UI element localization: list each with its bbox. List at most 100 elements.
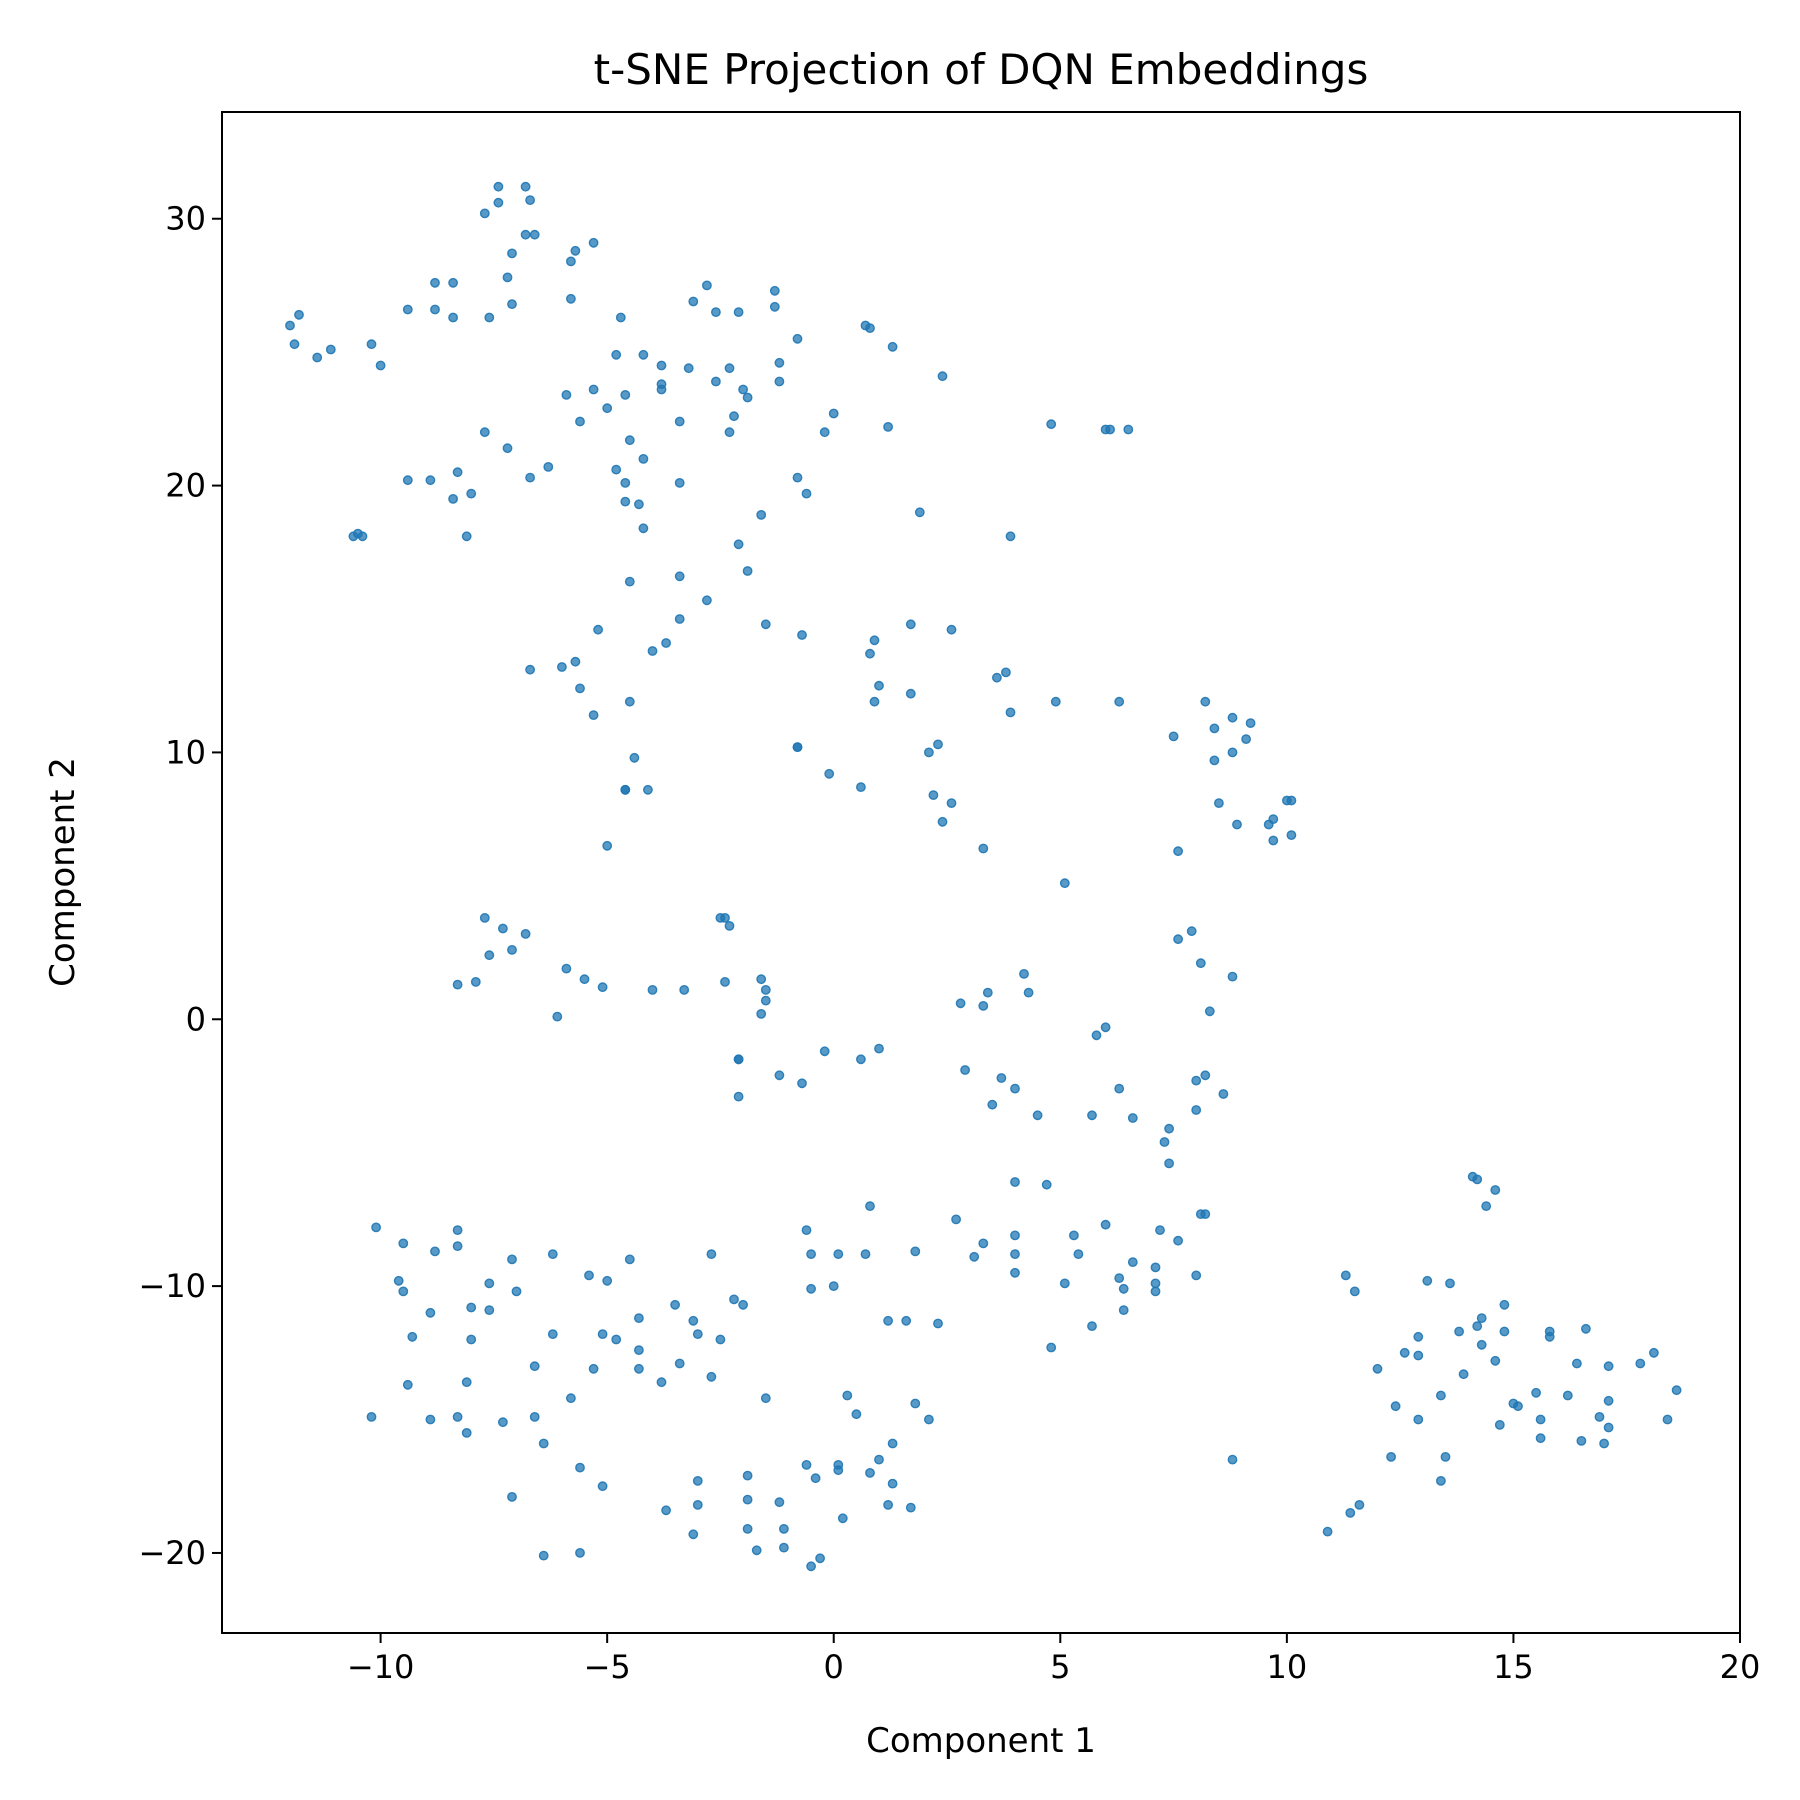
- data-point: [674, 1358, 685, 1369]
- data-point: [1603, 1395, 1614, 1406]
- data-point: [860, 1249, 871, 1260]
- data-point: [656, 384, 667, 395]
- data-point: [566, 293, 576, 304]
- data-point: [883, 1500, 893, 1510]
- data-point: [529, 1412, 540, 1422]
- data-point: [543, 461, 554, 472]
- data-point: [702, 280, 712, 291]
- data-point: [1032, 1110, 1043, 1121]
- data-point: [1562, 1390, 1573, 1401]
- data-point: [1195, 958, 1206, 969]
- data-point: [479, 913, 490, 923]
- data-point: [624, 435, 635, 446]
- data-point: [996, 1073, 1007, 1083]
- y-axis-label: Component 2: [43, 757, 83, 987]
- data-point: [720, 913, 730, 923]
- data-point: [1472, 1321, 1483, 1332]
- data-point: [1572, 1358, 1582, 1369]
- data-point: [484, 1305, 495, 1316]
- data-point: [1454, 1326, 1465, 1337]
- data-point: [624, 1254, 635, 1265]
- x-tick-label: 5: [1050, 1648, 1070, 1686]
- data-point: [711, 376, 721, 387]
- data-point: [674, 477, 685, 488]
- data-point: [597, 1329, 608, 1340]
- data-point: [1114, 1083, 1125, 1094]
- data-point: [375, 360, 386, 371]
- data-point: [756, 510, 767, 520]
- data-point: [887, 1438, 898, 1449]
- data-point: [425, 1307, 436, 1318]
- data-point: [1286, 795, 1297, 806]
- data-point: [978, 1001, 989, 1011]
- data-point: [1322, 1526, 1333, 1537]
- data-point: [756, 974, 767, 985]
- data-point: [1159, 1137, 1170, 1147]
- data-point: [538, 1438, 549, 1449]
- data-point: [828, 408, 839, 419]
- data-point: [733, 1091, 744, 1102]
- data-point: [883, 1315, 893, 1326]
- data-point: [905, 619, 916, 630]
- data-point: [1227, 1454, 1238, 1465]
- data-point: [833, 1465, 844, 1476]
- data-point: [951, 1214, 961, 1225]
- data-point: [869, 696, 880, 707]
- data-point: [1635, 1358, 1646, 1369]
- data-point: [1191, 1270, 1202, 1281]
- data-point: [647, 985, 658, 995]
- data-point: [1499, 1326, 1510, 1337]
- data-point: [1232, 819, 1242, 830]
- data-point: [575, 683, 585, 694]
- x-tick-label: 0: [824, 1648, 844, 1686]
- data-point: [733, 539, 744, 550]
- data-point: [992, 672, 1002, 683]
- data-point: [448, 493, 458, 504]
- data-point: [742, 566, 753, 576]
- data-point: [602, 840, 613, 851]
- data-point: [597, 1481, 608, 1492]
- data-point: [887, 341, 898, 352]
- data-point: [1499, 1299, 1510, 1310]
- data-point: [1671, 1385, 1682, 1396]
- data-point: [1173, 1235, 1184, 1246]
- data-point: [928, 790, 939, 800]
- data-point: [520, 181, 531, 192]
- data-point: [402, 304, 413, 315]
- data-point: [1413, 1331, 1424, 1342]
- data-point: [692, 1500, 703, 1510]
- data-point: [529, 1361, 540, 1372]
- data-point: [507, 248, 517, 259]
- data-point: [1286, 830, 1297, 840]
- data-point: [452, 1412, 463, 1422]
- data-point: [946, 624, 957, 635]
- data-point: [520, 929, 531, 939]
- data-point: [507, 1492, 517, 1502]
- data-point: [688, 1315, 699, 1326]
- data-point: [1105, 424, 1116, 435]
- data-point: [1191, 1105, 1202, 1115]
- data-point: [497, 923, 508, 934]
- data-point: [706, 1371, 717, 1382]
- data-point: [584, 1270, 594, 1281]
- data-point: [430, 304, 440, 315]
- data-point: [865, 323, 875, 333]
- data-point: [1186, 926, 1197, 937]
- data-point: [792, 742, 803, 752]
- data-point: [661, 638, 671, 648]
- data-point: [566, 256, 576, 267]
- data-point: [801, 1460, 812, 1470]
- data-point: [742, 1524, 753, 1534]
- data-point: [529, 229, 540, 240]
- data-point: [638, 349, 649, 360]
- data-point: [466, 1334, 477, 1345]
- data-point: [1218, 1089, 1229, 1099]
- data-point: [1458, 1369, 1469, 1380]
- data-point: [634, 1313, 644, 1324]
- data-point: [720, 977, 730, 987]
- data-point: [430, 1246, 440, 1257]
- data-point: [1087, 1321, 1097, 1332]
- data-point: [461, 531, 472, 542]
- data-point: [566, 1393, 576, 1404]
